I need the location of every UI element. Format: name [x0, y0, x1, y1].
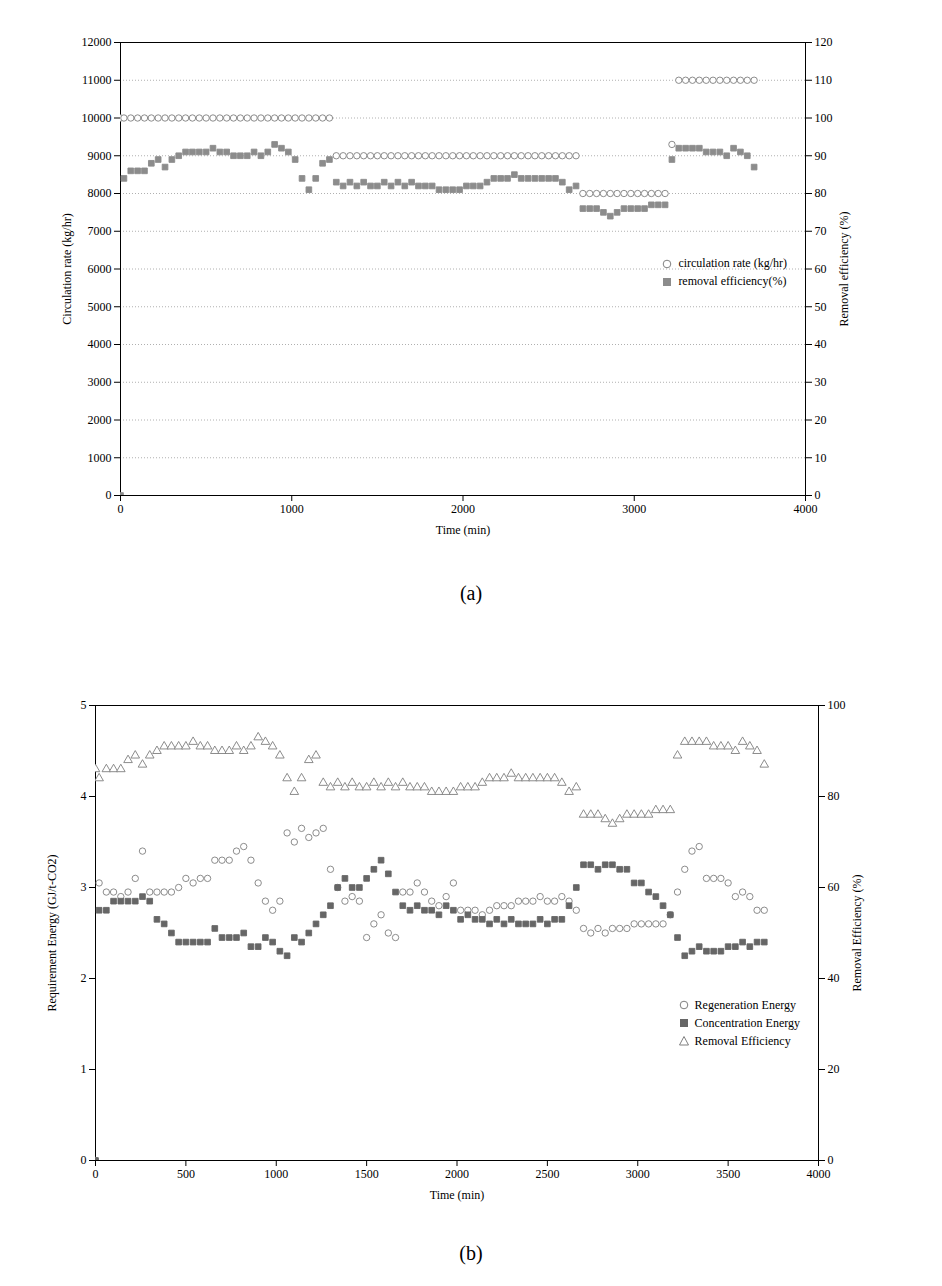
svg-text:Removal efficiency (%): Removal efficiency (%)	[837, 211, 851, 326]
svg-text:3000: 3000	[626, 1167, 650, 1181]
svg-text:60: 60	[828, 880, 840, 894]
svg-text:90: 90	[815, 149, 827, 163]
svg-text:80: 80	[828, 789, 840, 803]
svg-text:1000: 1000	[264, 1167, 288, 1181]
svg-text:3000: 3000	[622, 502, 646, 516]
svg-text:110: 110	[815, 73, 833, 87]
svg-text:5: 5	[81, 698, 87, 712]
svg-text:4000: 4000	[88, 337, 112, 351]
svg-text:Time (min): Time (min)	[430, 1188, 485, 1202]
svg-text:Removal Efficiency (%): Removal Efficiency (%)	[850, 874, 864, 991]
svg-text:100: 100	[815, 111, 833, 125]
svg-text:0: 0	[118, 502, 124, 516]
svg-text:9000: 9000	[88, 149, 112, 163]
svg-text:Circulation rate (kg/hr): Circulation rate (kg/hr)	[60, 213, 74, 324]
svg-text:8000: 8000	[88, 186, 112, 200]
svg-text:3000: 3000	[88, 375, 112, 389]
svg-text:70: 70	[815, 224, 827, 238]
html-text:circulation rate (kg/hr): circulation rate (kg/hr)	[678, 256, 787, 271]
svg-text:40: 40	[815, 337, 827, 351]
svg-text:2: 2	[81, 971, 87, 985]
svg-text:4000: 4000	[807, 1167, 831, 1181]
html-text:(b): (b)	[459, 1242, 483, 1264]
html-text:Concentration Energy: Concentration Energy	[694, 1015, 800, 1030]
html-text:Removal Efficiency: Removal Efficiency	[694, 1033, 791, 1048]
svg-text:Time (min): Time (min)	[436, 523, 491, 537]
html-text:Regeneration Energy: Regeneration Energy	[694, 997, 796, 1012]
html-text:removal efficiency(%): removal efficiency(%)	[678, 274, 787, 289]
svg-text:3500: 3500	[716, 1167, 740, 1181]
svg-text:80: 80	[815, 186, 827, 200]
svg-text:0: 0	[81, 1153, 87, 1167]
svg-text:4: 4	[81, 789, 87, 803]
svg-text:10000: 10000	[82, 111, 112, 125]
svg-text:6000: 6000	[88, 262, 112, 276]
svg-text:1: 1	[81, 1062, 87, 1076]
svg-text:5000: 5000	[88, 300, 112, 314]
svg-text:500: 500	[177, 1167, 195, 1181]
svg-text:20: 20	[828, 1062, 840, 1076]
svg-text:120: 120	[815, 35, 833, 49]
svg-text:40: 40	[828, 971, 840, 985]
svg-text:2000: 2000	[451, 502, 475, 516]
svg-text:7000: 7000	[88, 224, 112, 238]
svg-text:2000: 2000	[445, 1167, 469, 1181]
svg-text:0: 0	[815, 488, 821, 502]
svg-text:3: 3	[81, 880, 87, 894]
svg-text:20: 20	[815, 413, 827, 427]
svg-text:1500: 1500	[355, 1167, 379, 1181]
svg-text:1000: 1000	[280, 502, 304, 516]
svg-text:0: 0	[828, 1153, 834, 1167]
svg-text:4000: 4000	[794, 502, 818, 516]
svg-text:2500: 2500	[535, 1167, 559, 1181]
svg-text:100: 100	[828, 698, 846, 712]
svg-text:1000: 1000	[88, 451, 112, 465]
svg-text:30: 30	[815, 375, 827, 389]
svg-text:10: 10	[815, 451, 827, 465]
html-text:(a): (a)	[459, 582, 483, 604]
svg-text:Requirement Energy (GJ/t-CO2): Requirement Energy (GJ/t-CO2)	[45, 854, 59, 1011]
svg-text:2000: 2000	[88, 413, 112, 427]
svg-text:50: 50	[815, 300, 827, 314]
svg-text:11000: 11000	[82, 73, 112, 87]
svg-text:0: 0	[93, 1167, 99, 1181]
svg-text:0: 0	[106, 488, 112, 502]
svg-text:12000: 12000	[82, 35, 112, 49]
svg-text:60: 60	[815, 262, 827, 276]
